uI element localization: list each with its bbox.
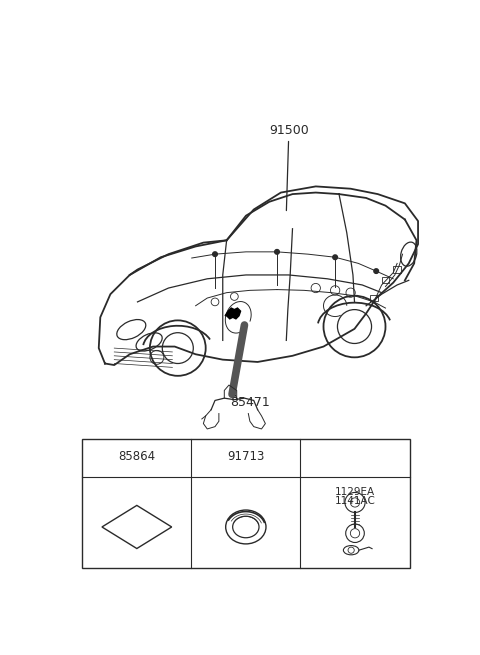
Text: 85471: 85471	[230, 396, 270, 409]
Bar	[370, 295, 378, 301]
Circle shape	[213, 252, 217, 257]
Text: 1129EA: 1129EA	[335, 487, 375, 497]
Bar	[83, 440, 410, 568]
Text: 85864: 85864	[118, 450, 156, 462]
Bar	[393, 267, 401, 272]
Text: 91713: 91713	[227, 450, 264, 462]
Bar	[382, 277, 389, 284]
Circle shape	[374, 269, 379, 273]
Polygon shape	[225, 308, 240, 319]
Circle shape	[333, 255, 337, 259]
Text: 1141AC: 1141AC	[335, 496, 375, 506]
Text: 91500: 91500	[269, 124, 309, 138]
Circle shape	[275, 250, 279, 254]
